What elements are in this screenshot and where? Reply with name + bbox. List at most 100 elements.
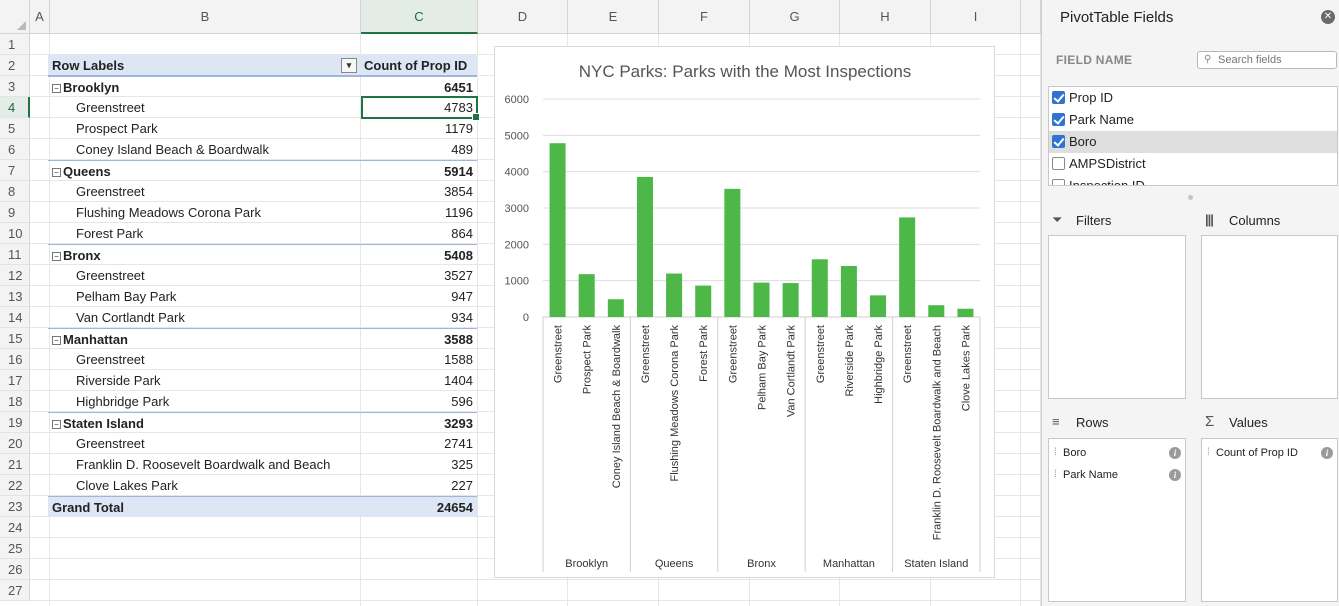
column-header[interactable]: F: [659, 0, 750, 34]
row-labels-header[interactable]: Row Labels: [52, 58, 125, 73]
collapse-toggle-icon[interactable]: −: [52, 252, 61, 261]
pivot-park-row[interactable]: Franklin D. Roosevelt Boardwalk and Beac…: [48, 454, 477, 475]
search-input[interactable]: [1218, 53, 1333, 67]
area-field-item[interactable]: ⁞ Boro i: [1049, 443, 1185, 463]
field-item[interactable]: Park Name: [1049, 109, 1337, 131]
x-tick-label: Greenstreet: [727, 325, 739, 383]
pivot-group-row[interactable]: − Staten Island 3293: [48, 412, 477, 433]
pivot-park-row[interactable]: Prospect Park 1179: [48, 118, 477, 139]
row-header[interactable]: 15: [0, 328, 30, 349]
info-icon[interactable]: i: [1321, 447, 1333, 459]
pivot-park-row[interactable]: Greenstreet 3527: [48, 265, 477, 286]
bar-chart[interactable]: NYC Parks: Parks with the Most Inspectio…: [494, 46, 995, 578]
row-header[interactable]: 1: [0, 34, 30, 55]
row-header[interactable]: 19: [0, 412, 30, 433]
pivot-park-row[interactable]: Clove Lakes Park 227: [48, 475, 477, 496]
pivot-park-row[interactable]: Greenstreet 2741: [48, 433, 477, 454]
row-header[interactable]: 20: [0, 433, 30, 454]
field-checkbox[interactable]: [1052, 135, 1065, 148]
row-header[interactable]: 10: [0, 223, 30, 244]
grand-total-row[interactable]: Grand Total 24654: [48, 496, 477, 517]
field-checkbox[interactable]: [1052, 113, 1065, 126]
row-header[interactable]: 27: [0, 580, 30, 601]
column-header[interactable]: C: [361, 0, 478, 34]
values-drop-area[interactable]: ⁞ Count of Prop ID i: [1201, 438, 1338, 602]
pivot-park-row[interactable]: Greenstreet 1588: [48, 349, 477, 370]
rows-drop-area[interactable]: ⁞ Boro i ⁞ Park Name i: [1048, 438, 1186, 602]
row-header[interactable]: 17: [0, 370, 30, 391]
row-header[interactable]: 21: [0, 454, 30, 475]
area-field-item[interactable]: ⁞ Park Name i: [1049, 465, 1185, 485]
row-header[interactable]: 9: [0, 202, 30, 223]
row-header[interactable]: 6: [0, 139, 30, 160]
columns-drop-area[interactable]: [1201, 235, 1338, 399]
field-list[interactable]: Prop ID Park Name Boro AMPSDistrict Inspecti…: [1048, 86, 1338, 186]
row-header[interactable]: 25: [0, 538, 30, 559]
column-header[interactable]: H: [840, 0, 931, 34]
pivot-park-row[interactable]: Greenstreet 3854: [48, 181, 477, 202]
row-header[interactable]: 8: [0, 181, 30, 202]
row-header[interactable]: 24: [0, 517, 30, 538]
count-header[interactable]: Count of Prop ID: [364, 58, 468, 73]
splitter-handle[interactable]: [1188, 195, 1193, 200]
drag-grip-icon[interactable]: ⁞: [1054, 447, 1057, 458]
collapse-toggle-icon[interactable]: −: [52, 84, 61, 93]
row-header[interactable]: 14: [0, 307, 30, 328]
row-header[interactable]: 11: [0, 244, 30, 265]
pivot-park-row[interactable]: Forest Park 864: [48, 223, 477, 244]
row-header[interactable]: 22: [0, 475, 30, 496]
column-header[interactable]: I: [931, 0, 1021, 34]
field-checkbox[interactable]: [1052, 179, 1065, 185]
pivot-group-row[interactable]: − Bronx 5408: [48, 244, 477, 265]
close-icon[interactable]: ✕: [1321, 10, 1335, 24]
row-header[interactable]: 23: [0, 496, 30, 517]
row-header[interactable]: 12: [0, 265, 30, 286]
column-header[interactable]: B: [50, 0, 361, 34]
column-header[interactable]: [1021, 0, 1041, 34]
pivot-group-row[interactable]: − Queens 5914: [48, 160, 477, 181]
column-header[interactable]: E: [568, 0, 659, 34]
row-header[interactable]: 2: [0, 55, 30, 76]
pivot-group-row[interactable]: − Manhattan 3588: [48, 328, 477, 349]
column-header[interactable]: A: [30, 0, 50, 34]
column-header[interactable]: D: [478, 0, 568, 34]
pivot-group-row[interactable]: − Brooklyn 6451: [48, 76, 477, 97]
pivot-park-row[interactable]: Pelham Bay Park 947: [48, 286, 477, 307]
field-item[interactable]: Inspection ID: [1049, 175, 1337, 185]
field-item[interactable]: Prop ID: [1049, 87, 1337, 109]
area-field-item[interactable]: ⁞ Count of Prop ID i: [1202, 443, 1337, 463]
drag-grip-icon[interactable]: ⁞: [1207, 447, 1210, 458]
drag-grip-icon[interactable]: ⁞: [1054, 469, 1057, 480]
pivot-park-row[interactable]: Coney Island Beach & Boardwalk 489: [48, 139, 477, 160]
row-header[interactable]: 13: [0, 286, 30, 307]
collapse-toggle-icon[interactable]: −: [52, 168, 61, 177]
field-item[interactable]: AMPSDistrict: [1049, 153, 1337, 175]
pivot-park-row[interactable]: Highbridge Park 596: [48, 391, 477, 412]
row-header[interactable]: 3: [0, 76, 30, 97]
field-checkbox[interactable]: [1052, 157, 1065, 170]
row-header[interactable]: 5: [0, 118, 30, 139]
park-count: 1179: [445, 121, 473, 136]
info-icon[interactable]: i: [1169, 447, 1181, 459]
row-header[interactable]: 4: [0, 97, 30, 118]
collapse-toggle-icon[interactable]: −: [52, 420, 61, 429]
search-field[interactable]: ⚲: [1197, 51, 1337, 69]
filters-drop-area[interactable]: [1048, 235, 1186, 399]
pivot-park-row[interactable]: Flushing Meadows Corona Park 1196: [48, 202, 477, 223]
pivot-park-row[interactable]: Van Cortlandt Park 934: [48, 307, 477, 328]
group-label: − Bronx: [48, 245, 360, 266]
pivot-park-row[interactable]: Riverside Park 1404: [48, 370, 477, 391]
row-header[interactable]: 26: [0, 559, 30, 580]
select-all-corner[interactable]: [0, 0, 30, 34]
info-icon[interactable]: i: [1169, 469, 1181, 481]
column-header[interactable]: G: [750, 0, 840, 34]
filter-sort-icon[interactable]: ▾: [341, 58, 357, 73]
collapse-toggle-icon[interactable]: −: [52, 336, 61, 345]
field-checkbox[interactable]: [1052, 91, 1065, 104]
row-header[interactable]: 18: [0, 391, 30, 412]
pivot-park-row[interactable]: Greenstreet 4783: [48, 97, 477, 118]
field-item[interactable]: Boro: [1049, 131, 1337, 153]
row-header[interactable]: 16: [0, 349, 30, 370]
row-header[interactable]: 7: [0, 160, 30, 181]
